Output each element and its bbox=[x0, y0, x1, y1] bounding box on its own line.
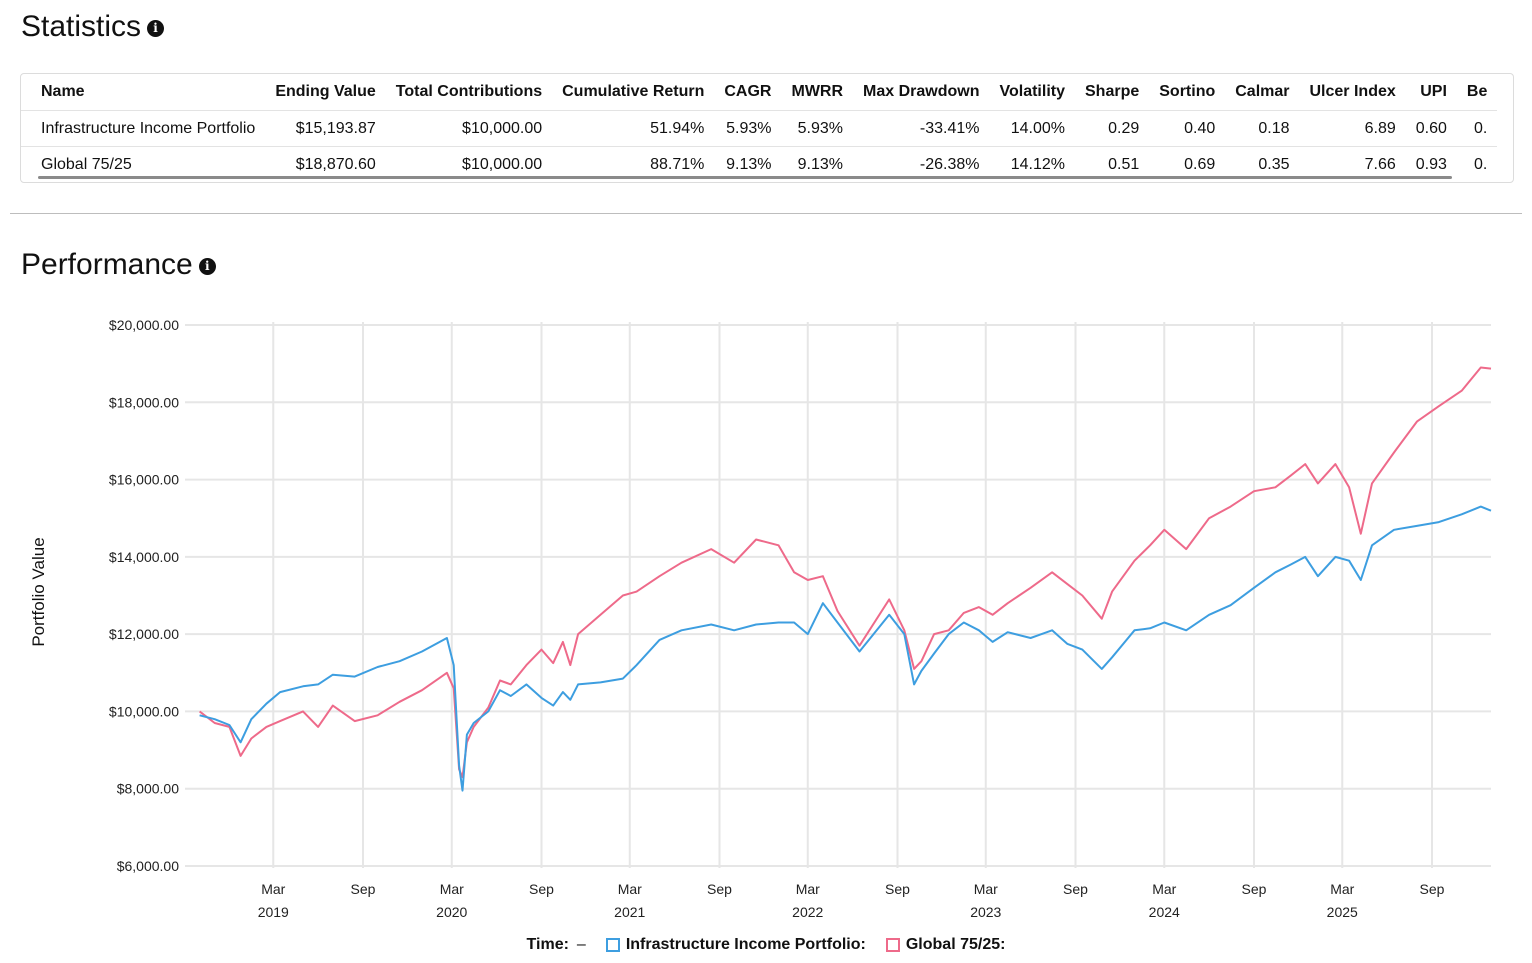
legend-swatch-infrastructure bbox=[605, 938, 620, 952]
table-row: Global 75/25 $18,870.60 $10,000.00 88.71% 9.… bbox=[21, 147, 1497, 183]
column-header[interactable]: MWRR bbox=[781, 74, 854, 111]
statistics-table-container[interactable]: Name Ending Value Total Contributions Cumul… bbox=[20, 73, 1514, 183]
info-icon[interactable]: i bbox=[147, 19, 165, 37]
statistics-title: Statistics i bbox=[21, 10, 165, 44]
horizontal-scrollbar[interactable] bbox=[38, 176, 1452, 179]
legend-label-global: Global 75/25: bbox=[905, 936, 1006, 953]
table-cell: 51.94% bbox=[552, 110, 715, 147]
x-tick-month: Sep bbox=[1420, 881, 1445, 897]
column-header[interactable]: Cumulative Return bbox=[552, 74, 715, 111]
table-cell: 0. bbox=[1474, 155, 1488, 173]
y-tick-label: $6,000.00 bbox=[117, 858, 179, 874]
table-cell: 0. bbox=[1456, 110, 1498, 147]
column-header[interactable]: Volatility bbox=[989, 74, 1075, 111]
table-cell: 7.66 bbox=[1364, 155, 1396, 173]
y-tick-label: $12,000.00 bbox=[109, 626, 179, 642]
table-cell: 14.12% bbox=[1010, 155, 1065, 173]
column-header[interactable]: Total Contributions bbox=[385, 74, 553, 111]
statistics-table: Name Ending Value Total Contributions Cumul… bbox=[21, 74, 1498, 183]
x-tick-month: Mar bbox=[261, 881, 285, 897]
performance-title: Performance i bbox=[21, 248, 216, 282]
performance-chart[interactable]: $6,000.00 $8,000.00 $10,000.00 $12,000.00 $1… bbox=[0, 300, 1532, 930]
table-body: Infrastructure Income Portfolio $15,193.8… bbox=[21, 110, 1498, 183]
column-header[interactable]: Calmar bbox=[1225, 74, 1300, 111]
x-tick-month: Mar bbox=[440, 881, 464, 897]
table-cell: 5.93% bbox=[714, 110, 782, 147]
x-tick-month: Sep bbox=[1242, 881, 1267, 897]
table-cell: $10,000.00 bbox=[462, 155, 543, 173]
portfolio-name-cell: Global 75/25 bbox=[41, 155, 132, 173]
x-tick-year: 2023 bbox=[970, 904, 1001, 920]
table-cell: $10,000.00 bbox=[385, 110, 553, 147]
x-tick-month: Sep bbox=[1063, 881, 1088, 897]
x-tick-month: Sep bbox=[529, 881, 554, 897]
info-icon[interactable]: i bbox=[198, 257, 216, 275]
table-cell: 0.18 bbox=[1225, 110, 1300, 147]
x-tick-month: Sep bbox=[707, 881, 732, 897]
x-tick-month: Mar bbox=[796, 881, 820, 897]
y-tick-label: $20,000.00 bbox=[109, 317, 179, 333]
table-cell: $18,870.60 bbox=[295, 155, 376, 173]
table-cell: 0.60 bbox=[1405, 110, 1457, 147]
table-row: Infrastructure Income Portfolio $15,193.8… bbox=[21, 110, 1498, 147]
legend-time-value: – bbox=[576, 936, 586, 953]
y-tick-label: $16,000.00 bbox=[109, 472, 179, 488]
table-cell: 5.93% bbox=[781, 110, 854, 147]
section-divider bbox=[10, 213, 1522, 214]
column-header[interactable]: UPI bbox=[1405, 74, 1457, 111]
legend-item-global[interactable]: Global 75/25: bbox=[885, 936, 1006, 954]
x-tick-year: 2022 bbox=[792, 904, 823, 920]
table-header-row: Name Ending Value Total Contributions Cumul… bbox=[21, 74, 1498, 111]
table-cell: 0.29 bbox=[1075, 110, 1150, 147]
x-tick-month: Mar bbox=[618, 881, 642, 897]
y-tick-label: $10,000.00 bbox=[109, 703, 179, 719]
column-header[interactable]: Max Drawdown bbox=[853, 74, 990, 111]
x-tick-month: Sep bbox=[351, 881, 376, 897]
column-header[interactable]: CAGR bbox=[714, 74, 782, 111]
x-tick-month: Sep bbox=[885, 881, 910, 897]
legend-label-infrastructure: Infrastructure Income Portfolio: bbox=[625, 936, 866, 953]
series-line-global bbox=[198, 366, 1492, 779]
table-cell: 9.13% bbox=[797, 155, 844, 173]
legend-time: Time: – bbox=[527, 936, 586, 954]
table-cell: 0.69 bbox=[1184, 155, 1216, 173]
column-header[interactable]: Sharpe bbox=[1075, 74, 1150, 111]
table-cell: 0.51 bbox=[1108, 155, 1140, 173]
table-cell: 88.71% bbox=[650, 155, 705, 173]
y-tick-label: $18,000.00 bbox=[109, 394, 179, 410]
table-cell: 0.40 bbox=[1149, 110, 1226, 147]
column-header[interactable]: Ending Value bbox=[265, 74, 386, 111]
column-header[interactable]: Ulcer Index bbox=[1299, 74, 1406, 111]
table-cell: 14.00% bbox=[989, 110, 1075, 147]
performance-title-text: Performance bbox=[21, 248, 193, 281]
x-tick-year: 2021 bbox=[614, 904, 645, 920]
x-tick-year: 2019 bbox=[258, 904, 289, 920]
table-cell: 0.93 bbox=[1415, 155, 1447, 173]
table-cell: 9.13% bbox=[726, 155, 772, 173]
y-tick-label: $8,000.00 bbox=[117, 781, 179, 797]
column-header[interactable]: Be bbox=[1456, 74, 1498, 111]
chart-legend: Time: – Infrastructure Income Portfolio:… bbox=[0, 936, 1532, 954]
x-tick-year: 2025 bbox=[1327, 904, 1358, 920]
table-cell: -33.41% bbox=[853, 110, 990, 147]
statistics-title-text: Statistics bbox=[21, 10, 142, 43]
portfolio-name-cell: Infrastructure Income Portfolio bbox=[21, 110, 266, 147]
table-cell: 6.89 bbox=[1299, 110, 1406, 147]
table-cell: $15,193.87 bbox=[265, 110, 386, 147]
column-header[interactable]: Sortino bbox=[1149, 74, 1226, 111]
x-tick-month: Mar bbox=[1330, 881, 1354, 897]
legend-time-label: Time: bbox=[526, 936, 569, 953]
x-tick-month: Mar bbox=[974, 881, 998, 897]
table-cell: -26.38% bbox=[919, 155, 980, 173]
legend-item-infrastructure[interactable]: Infrastructure Income Portfolio: bbox=[605, 936, 866, 954]
table-cell: 0.35 bbox=[1258, 155, 1290, 173]
x-tick-month: Mar bbox=[1152, 881, 1176, 897]
x-tick-year: 2020 bbox=[436, 904, 467, 920]
series-line-infrastructure bbox=[199, 505, 1492, 792]
x-tick-year: 2024 bbox=[1149, 904, 1180, 920]
y-tick-label: $14,000.00 bbox=[109, 549, 179, 565]
y-axis-title: Portfolio Value bbox=[29, 537, 48, 646]
legend-swatch-global bbox=[885, 938, 900, 952]
column-header[interactable]: Name bbox=[21, 74, 266, 111]
